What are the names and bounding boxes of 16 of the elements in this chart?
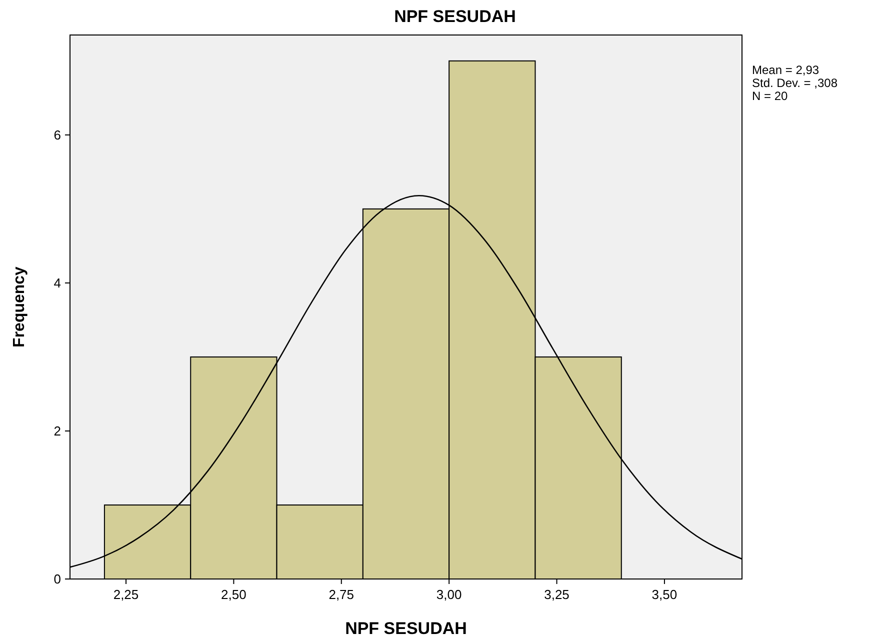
x-axis-title: NPF SESUDAH — [345, 619, 467, 638]
y-tick-label: 6 — [54, 127, 61, 142]
y-tick-label: 2 — [54, 424, 61, 439]
x-tick-label: 3,25 — [544, 587, 570, 602]
x-tick-label: 2,75 — [328, 587, 354, 602]
x-tick-label: 2,50 — [221, 587, 246, 602]
text: N = 20 — [752, 89, 788, 103]
y-tick-label: 4 — [54, 275, 61, 290]
y-tick-label: 0 — [54, 572, 61, 587]
x-tick-label: 3,00 — [436, 587, 462, 602]
y-axis-title: Frequency — [11, 266, 28, 348]
x-tick-label: 3,50 — [652, 587, 678, 602]
chart-title: NPF SESUDAH — [394, 7, 516, 26]
x-tick-label: 2,25 — [113, 587, 139, 602]
text: Mean = 2,93 — [752, 63, 820, 77]
text: Std. Dev. = ,308 — [752, 76, 838, 90]
